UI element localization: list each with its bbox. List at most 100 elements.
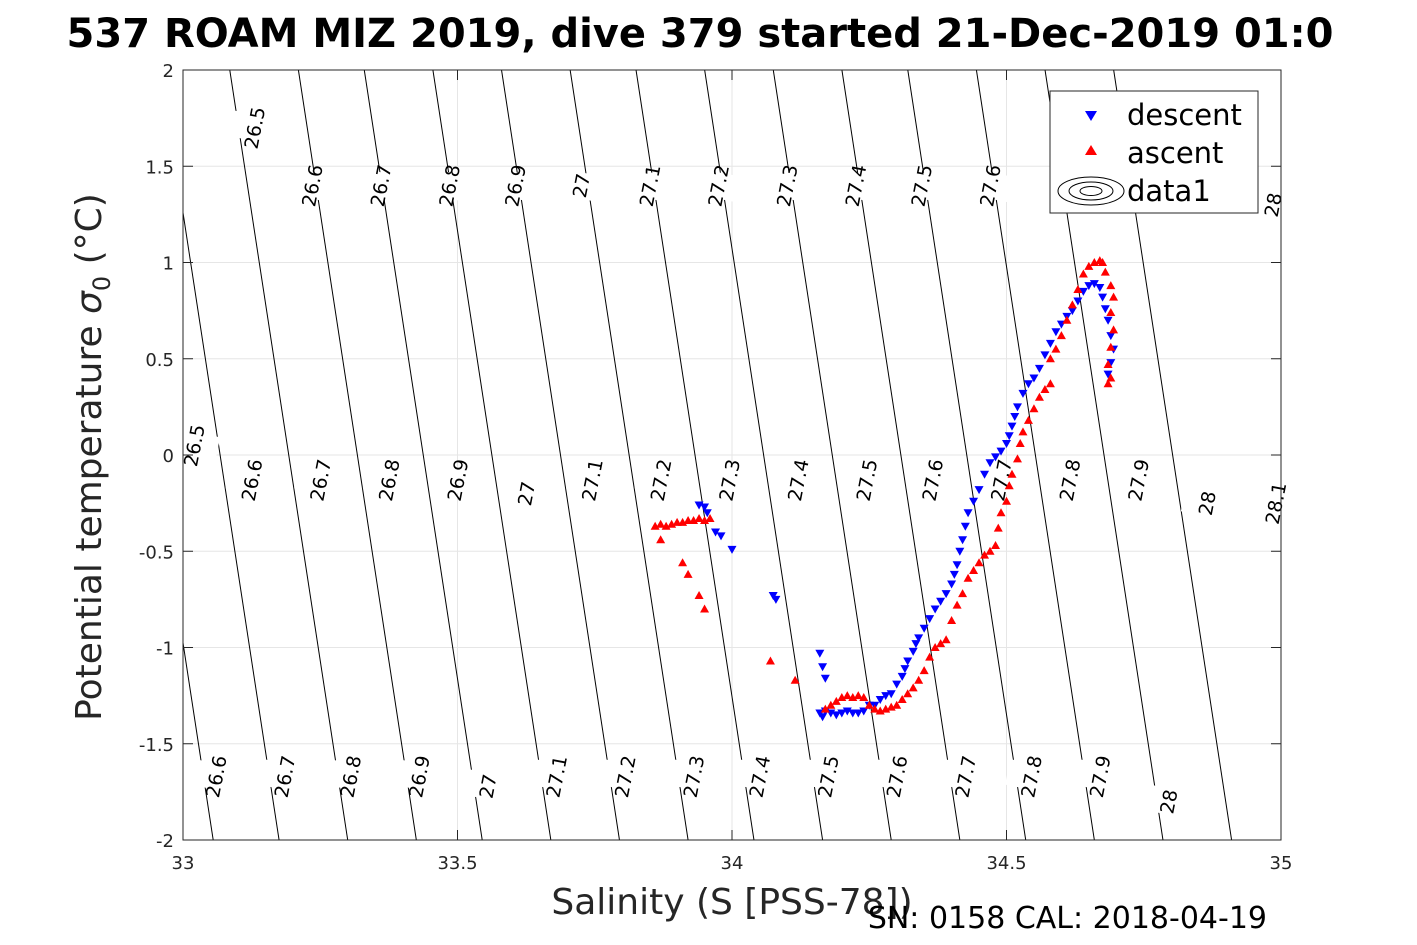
ascent-point bbox=[705, 514, 715, 523]
isopycnal-label: 27 bbox=[514, 480, 540, 508]
ascent-point bbox=[820, 704, 830, 713]
descent-point bbox=[1103, 316, 1113, 325]
ascent-point bbox=[963, 573, 973, 582]
descent-point bbox=[1095, 284, 1105, 293]
isopycnal-label-bg bbox=[228, 110, 281, 146]
ascent-point bbox=[936, 639, 946, 648]
descent-point bbox=[1100, 305, 1110, 314]
descent-point bbox=[1078, 287, 1088, 296]
descent-point bbox=[991, 453, 1001, 462]
descent-point bbox=[837, 709, 847, 718]
isopycnal-label-bg bbox=[294, 462, 347, 498]
ascent-point bbox=[1029, 404, 1039, 413]
descent-point bbox=[949, 570, 959, 579]
legend: descent ascent data1 bbox=[1049, 90, 1259, 214]
ascent-point bbox=[1109, 325, 1119, 334]
x-tick-label: 33.5 bbox=[437, 853, 477, 874]
descent-point bbox=[859, 707, 869, 716]
isopycnal-label: 28 bbox=[1195, 489, 1221, 517]
y-tick-label: -1 bbox=[156, 639, 174, 660]
ascent-point bbox=[656, 535, 666, 544]
descent-point bbox=[1067, 307, 1077, 316]
descent-point bbox=[818, 713, 828, 722]
descent-point bbox=[820, 674, 830, 683]
isopycnal-label-bg bbox=[963, 168, 1017, 203]
isopycnal-label-bg bbox=[354, 168, 407, 203]
isopycnal-line bbox=[183, 639, 214, 840]
y-tick-label: 0.5 bbox=[145, 350, 174, 371]
descent-point bbox=[996, 447, 1006, 456]
descent-point bbox=[815, 649, 825, 658]
descent-point bbox=[911, 640, 921, 649]
x-tick-label: 34.5 bbox=[986, 853, 1026, 874]
descent-point bbox=[941, 590, 951, 599]
ascent-point bbox=[1073, 284, 1083, 293]
ascent-point bbox=[1062, 315, 1072, 324]
isopycnal-label-bg bbox=[1249, 485, 1302, 521]
descent-point bbox=[1040, 351, 1050, 360]
legend-box bbox=[1049, 90, 1259, 214]
ascent-point bbox=[1084, 261, 1094, 270]
descent-point bbox=[985, 459, 995, 468]
isopycnal-label-bg bbox=[1246, 187, 1299, 223]
ascent-point bbox=[897, 694, 907, 703]
descent-point bbox=[1103, 370, 1113, 379]
isopycnal-label-bg bbox=[461, 768, 514, 804]
descent-point bbox=[831, 711, 841, 720]
ascent-point bbox=[952, 600, 962, 609]
ascent-point bbox=[996, 508, 1006, 517]
descent-point bbox=[1051, 328, 1061, 337]
descent-point bbox=[1073, 297, 1083, 306]
ascent-point bbox=[1078, 269, 1088, 278]
descent-point bbox=[930, 605, 940, 614]
ascent-point bbox=[1100, 267, 1110, 276]
ascent-point bbox=[694, 591, 704, 600]
legend-descent-marker bbox=[1085, 111, 1097, 121]
legend-data1-label: data1 bbox=[1127, 174, 1211, 208]
descent-point bbox=[711, 528, 721, 537]
isopycnal-label-bg bbox=[225, 462, 278, 498]
ascent-point bbox=[1051, 344, 1061, 353]
descent-point bbox=[1029, 374, 1039, 383]
ascent-point bbox=[678, 558, 688, 567]
ascent-point bbox=[790, 675, 800, 684]
isopycnal-line bbox=[229, 70, 349, 840]
descent-point bbox=[925, 615, 935, 624]
isopycnal-label-bg bbox=[1142, 784, 1195, 819]
descent-point bbox=[947, 580, 957, 589]
ascent-point bbox=[831, 696, 841, 705]
isopycnal-label-bg bbox=[634, 462, 687, 498]
legend-ascent-label: ascent bbox=[1127, 136, 1223, 170]
descent-point bbox=[1002, 439, 1011, 448]
ascent-point bbox=[1018, 427, 1028, 436]
isopycnal-label-bg bbox=[324, 759, 377, 794]
descent-point bbox=[702, 509, 712, 518]
ascent-point bbox=[842, 691, 852, 700]
ascent-point bbox=[958, 589, 968, 598]
ascent-point bbox=[870, 704, 880, 713]
ascent-point bbox=[1103, 379, 1113, 388]
isopycnal-label-bg bbox=[393, 759, 446, 794]
ascent-point bbox=[903, 689, 913, 698]
y-axis-label-symbol: σ bbox=[69, 290, 110, 314]
descent-point bbox=[875, 695, 885, 704]
isopycnal-label-bg bbox=[167, 428, 221, 463]
descent-point bbox=[1098, 293, 1108, 302]
descent-point bbox=[1004, 432, 1014, 441]
isopycnal-label: 28 bbox=[1261, 191, 1287, 219]
y-tick-label: -0.5 bbox=[139, 542, 174, 563]
ascent-point bbox=[1106, 342, 1116, 351]
isopycnal-label-bg bbox=[906, 462, 959, 498]
y-tick-label: 1.5 bbox=[145, 157, 174, 178]
isopycnal-label-bg bbox=[760, 168, 813, 203]
ascent-point bbox=[1007, 469, 1017, 478]
descent-point bbox=[700, 503, 710, 512]
ascent-point bbox=[930, 643, 940, 651]
ascent-point bbox=[914, 675, 924, 684]
descent-point bbox=[892, 680, 902, 689]
descent-point bbox=[1023, 380, 1033, 389]
chart-title: 537 ROAM MIZ 2019, dive 379 started 21-D… bbox=[67, 11, 1334, 57]
descent-point bbox=[716, 532, 726, 541]
isopycnal-label-bg bbox=[802, 759, 855, 794]
isopycnal-label-bg bbox=[623, 168, 676, 203]
